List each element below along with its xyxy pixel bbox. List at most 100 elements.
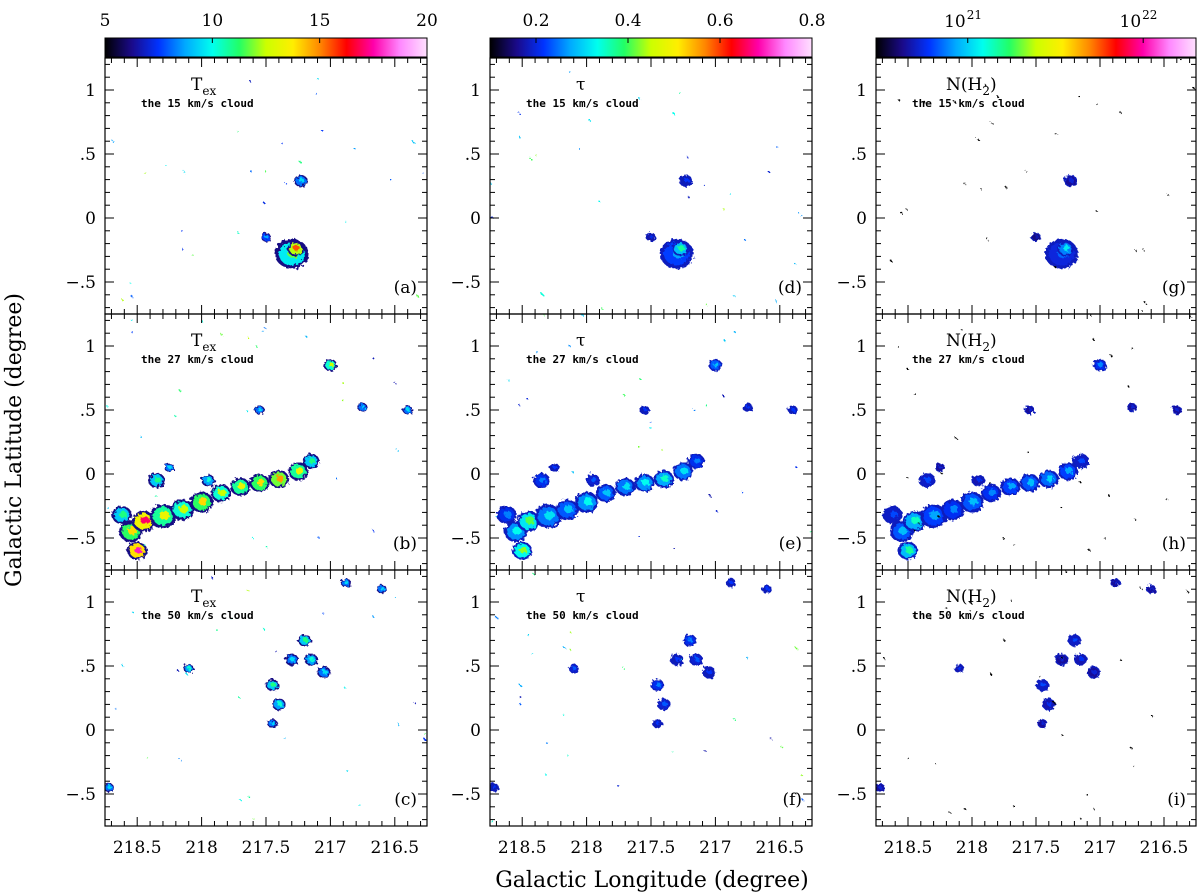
noise-pixel (130, 282, 132, 285)
emission-core (1079, 656, 1085, 662)
colorbar-tick-label: 20 (416, 11, 438, 31)
noise-pixel (544, 773, 547, 776)
noise-pixel (622, 393, 625, 396)
emission-core (1063, 245, 1070, 252)
emission-core (1047, 701, 1053, 707)
noise-pixel (176, 669, 179, 672)
variable-label: Tex (191, 331, 216, 354)
emission-core (988, 489, 997, 496)
emission-core (1065, 467, 1073, 475)
panel-letter: (d) (778, 278, 802, 298)
noise-pixel (247, 336, 249, 339)
panel-letter: (e) (779, 534, 802, 554)
noise-pixel (733, 331, 736, 333)
noise-pixel (969, 601, 972, 604)
noise-pixel (693, 408, 695, 411)
panel-letter: (h) (1162, 534, 1186, 554)
noise-pixel (1140, 587, 1142, 590)
emission-core (198, 497, 208, 506)
emission-core (322, 669, 328, 675)
noise-pixel (519, 703, 521, 705)
noise-pixel (1003, 639, 1005, 641)
noise-pixel (533, 573, 535, 575)
noise-pixel (185, 672, 188, 675)
noise-pixel (991, 122, 993, 124)
noise-pixel (661, 449, 664, 451)
emission-core (1007, 482, 1016, 490)
y-tick-label: .5 (851, 145, 867, 165)
noise-pixel (989, 482, 992, 485)
emission-core (949, 505, 959, 514)
noise-pixel (578, 148, 581, 150)
panel-letter: (g) (1162, 278, 1186, 298)
variable-label: N(H2) (946, 331, 997, 354)
noise-pixel (283, 736, 286, 739)
emission-core (655, 682, 661, 688)
noise-pixel (589, 120, 592, 122)
emission-core (976, 477, 982, 483)
noise-pixel (997, 96, 999, 98)
noise-pixel (1119, 111, 1121, 114)
noise-pixel (1110, 355, 1113, 357)
colorbar-tick-label: 0.6 (706, 11, 733, 31)
noise-pixel (343, 686, 346, 689)
noise-pixel (1055, 133, 1058, 136)
noise-pixel (898, 99, 901, 101)
emission-core (309, 656, 315, 662)
emission-core (889, 510, 898, 518)
y-tick-label: −.5 (837, 529, 867, 549)
noise-pixel (650, 427, 652, 430)
noise-pixel (262, 201, 265, 204)
noise-pixel (114, 707, 116, 710)
emission-core (271, 721, 275, 725)
noise-pixel (528, 634, 530, 637)
noise-pixel (1187, 591, 1189, 593)
noise-pixel (795, 647, 798, 650)
noise-pixel (801, 798, 804, 801)
x-tick-label: 218.5 (498, 838, 547, 858)
y-tick-label: 0 (470, 465, 481, 485)
noise-pixel (948, 811, 951, 814)
emission-core (564, 505, 574, 514)
noise-pixel (252, 817, 255, 820)
noise-pixel (180, 230, 183, 232)
noise-pixel (639, 98, 641, 100)
emission-core (1130, 405, 1135, 409)
noise-pixel (508, 379, 510, 382)
colorbar-nh2 (875, 37, 1197, 58)
variable-label: τ (576, 331, 585, 351)
panel-h: −.5 0 .5 1 N(H2)the 27 km/s cloud (h) (837, 313, 1197, 571)
noise-pixel (673, 547, 676, 550)
y-tick-label: 1 (856, 81, 867, 101)
panel-letter: (c) (394, 790, 417, 810)
noise-pixel (938, 515, 940, 518)
emission-core (525, 516, 535, 525)
panel-letter: (b) (393, 534, 417, 554)
noise-pixel (316, 77, 319, 80)
noise-pixel (732, 294, 735, 297)
x-tick-label: 218 (570, 838, 602, 858)
noise-pixel (801, 774, 803, 777)
noise-pixel (247, 795, 250, 798)
y-tick-label: 1 (470, 593, 481, 613)
emission-core (328, 362, 334, 368)
emission-core (492, 785, 497, 789)
emission-core (603, 489, 611, 496)
noise-pixel (918, 523, 921, 525)
noise-pixel (130, 295, 133, 297)
noise-pixel (794, 263, 797, 266)
emission-core (264, 235, 269, 239)
y-tick-label: .5 (851, 401, 867, 421)
emission-core (656, 721, 660, 725)
noise-pixel (132, 611, 134, 614)
x-tick-label: 216.5 (370, 838, 419, 858)
noise-pixel (897, 345, 899, 348)
noise-pixel (1193, 87, 1195, 89)
noise-pixel (709, 495, 712, 497)
cloud-label: the 50 km/s cloud (526, 609, 639, 622)
noise-pixel (955, 437, 957, 440)
y-tick-label: −.5 (451, 273, 481, 293)
y-tick-label: 0 (470, 721, 481, 741)
y-tick-label: −.5 (66, 785, 96, 805)
